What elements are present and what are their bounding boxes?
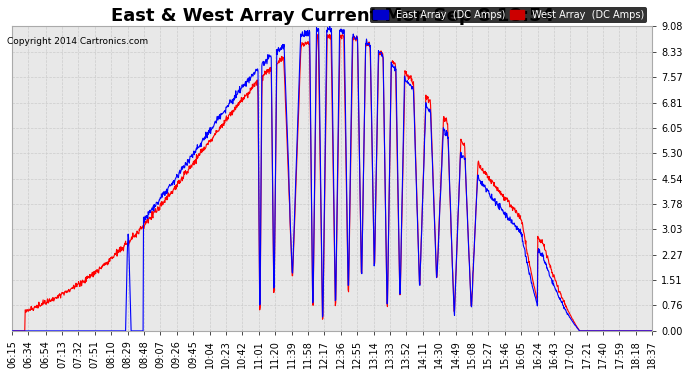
Text: Copyright 2014 Cartronics.com: Copyright 2014 Cartronics.com: [7, 38, 148, 46]
Title: East & West Array Current Mon Sep 8 18:54: East & West Array Current Mon Sep 8 18:5…: [110, 7, 553, 25]
Legend: East Array  (DC Amps), West Array  (DC Amps): East Array (DC Amps), West Array (DC Amp…: [371, 7, 647, 23]
